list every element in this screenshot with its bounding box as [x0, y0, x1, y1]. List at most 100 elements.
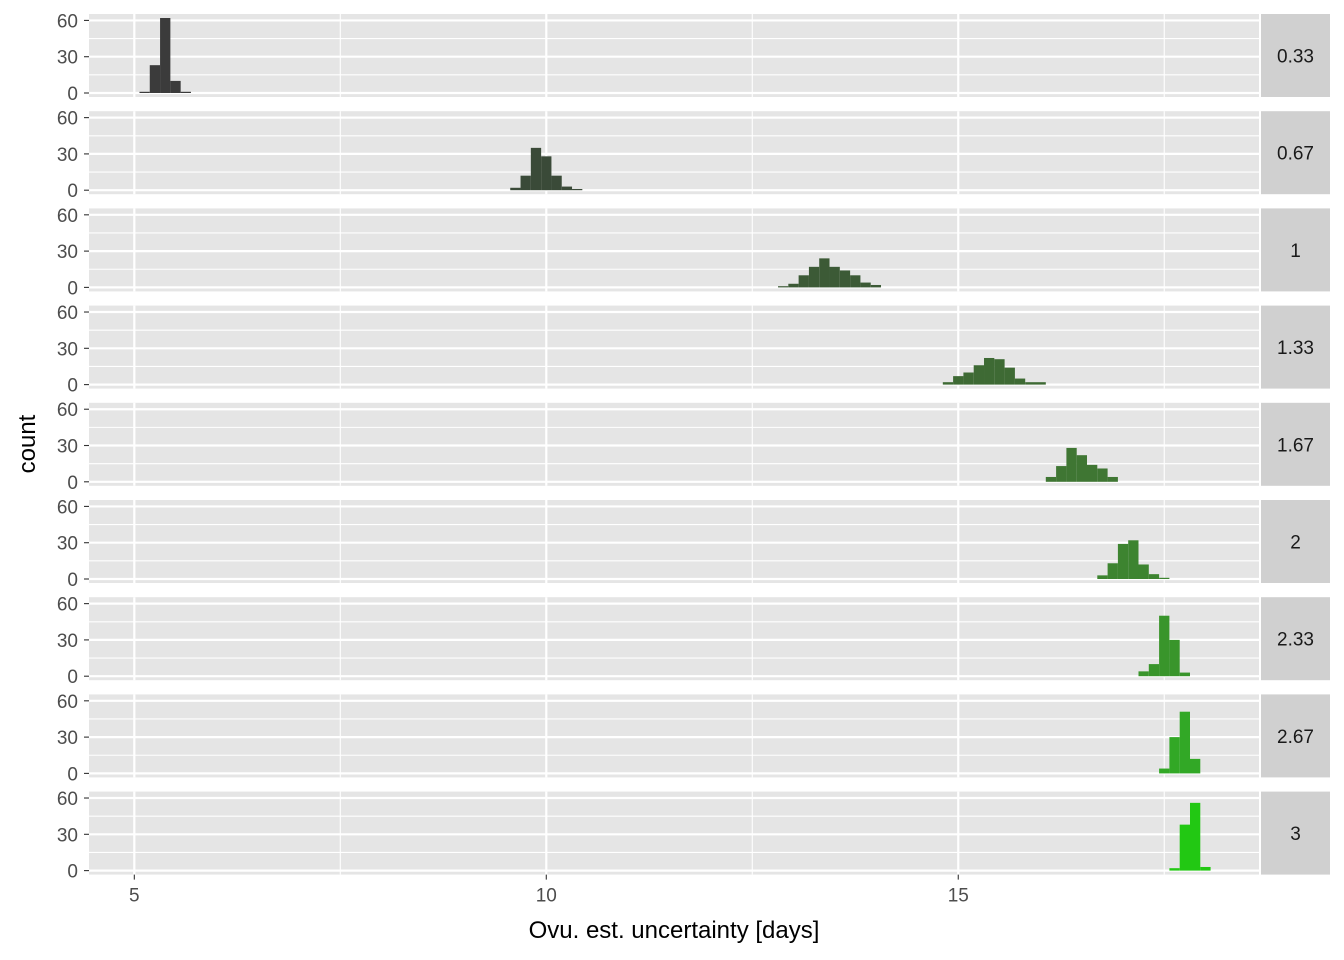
histogram-bar	[1159, 577, 1170, 579]
histogram-bar	[963, 372, 974, 385]
y-tick-label: 0	[67, 376, 78, 397]
y-tick-label: 0	[67, 764, 78, 785]
x-tick-label: 15	[948, 886, 969, 907]
panel-background	[89, 208, 1259, 292]
y-tick-label: 60	[57, 109, 78, 130]
y-tick-label: 30	[57, 825, 78, 846]
y-tick-label: 30	[57, 145, 78, 166]
panel-background	[89, 791, 1259, 875]
panel-background	[89, 14, 1259, 97]
histogram-bar	[530, 147, 542, 191]
y-tick-label: 30	[57, 339, 78, 360]
facet-panel-4: 0 30 60 1.33	[57, 303, 1330, 397]
facet-strip	[1261, 791, 1330, 875]
histogram-bar	[1107, 476, 1118, 482]
facet-panel-3: 0 30 60 1	[57, 206, 1330, 299]
facet-strip	[1261, 597, 1330, 681]
histogram-bar	[1179, 711, 1190, 774]
y-tick-label: 60	[57, 303, 78, 324]
histogram-bar	[1159, 615, 1170, 677]
y-tick-label: 0	[67, 473, 78, 494]
histogram-bar	[798, 275, 809, 288]
x-tick-label: 10	[536, 886, 557, 907]
y-tick-label: 30	[57, 534, 78, 555]
histogram-bar	[778, 286, 789, 288]
facet-panels: 030600.33030600.67030601030601.33030601.…	[57, 11, 1330, 883]
facet-strip-label: 0.33	[1277, 47, 1314, 68]
histogram-bar	[850, 275, 861, 288]
histogram-bar	[180, 91, 191, 93]
histogram-bar	[1148, 664, 1160, 677]
panel-background	[89, 111, 1259, 195]
histogram-bar	[829, 266, 840, 288]
histogram-bar	[520, 175, 531, 191]
histogram-bar	[1117, 543, 1129, 579]
histogram-bar	[839, 270, 851, 288]
histogram-bar	[1138, 564, 1149, 579]
facet-panel-1: 0 30 60 0.33	[57, 11, 1330, 105]
facet-strip-label: 2.67	[1277, 727, 1314, 748]
facet-strip-label: 3	[1290, 824, 1301, 845]
x-tick-label: 5	[129, 886, 140, 907]
histogram-bar	[1025, 382, 1036, 385]
histogram-bar	[860, 282, 871, 288]
histogram-bar	[1014, 378, 1026, 385]
histogram-bar	[1200, 866, 1211, 871]
histogram-bar	[1138, 671, 1149, 677]
histogram-bar	[788, 283, 799, 288]
y-tick-label: 60	[57, 11, 78, 32]
y-tick-label: 0	[67, 862, 78, 883]
histogram-bar	[139, 91, 150, 93]
y-tick-label: 60	[57, 206, 78, 227]
histogram-bar	[1128, 540, 1139, 579]
histogram-bar	[1179, 672, 1190, 677]
y-tick-label: 0	[67, 181, 78, 202]
histogram-bar	[973, 365, 985, 385]
facet-strip	[1261, 305, 1330, 389]
histogram-bar	[1169, 868, 1180, 871]
histogram-bar	[1107, 563, 1118, 579]
facet-strip	[1261, 694, 1330, 778]
facet-panel-6: 0 30 60 2	[57, 497, 1330, 591]
x-axis-title: Ovu. est. uncertainty [days]	[529, 917, 820, 944]
panel-background	[89, 500, 1259, 583]
histogram-bar	[1087, 464, 1098, 482]
histogram-bar	[1045, 476, 1057, 482]
y-tick-label: 60	[57, 400, 78, 421]
y-tick-label: 60	[57, 789, 78, 810]
histogram-bar	[994, 359, 1005, 385]
histogram-bar	[1159, 768, 1170, 774]
facet-strip-label: 1.67	[1277, 435, 1314, 456]
y-tick-label: 0	[67, 667, 78, 688]
facet-panel-2: 0 30 60 0.67	[57, 109, 1330, 202]
facet-strip	[1261, 111, 1330, 195]
histogram-bar	[551, 175, 562, 191]
facet-strip-label: 1	[1290, 241, 1301, 262]
y-tick-label: 30	[57, 631, 78, 652]
histogram-bar	[170, 80, 181, 93]
histogram-bar	[1169, 737, 1180, 774]
facet-panel-7: 0 30 60 2.33	[57, 595, 1330, 688]
facet-panel-8: 0 30 60 2.67	[57, 692, 1330, 785]
y-tick-label: 0	[67, 278, 78, 299]
histogram-bar	[1189, 802, 1201, 871]
y-tick-label: 30	[57, 242, 78, 263]
facet-strip-label: 2	[1290, 533, 1301, 554]
histogram-bar	[1169, 639, 1180, 677]
y-tick-label: 60	[57, 595, 78, 616]
histogram-bar	[1076, 455, 1088, 482]
histogram-bar	[1097, 468, 1108, 482]
facet-strip	[1261, 402, 1330, 486]
histogram-bar	[149, 65, 161, 93]
histogram-bar	[819, 258, 830, 288]
histogram-bar	[984, 357, 995, 385]
facet-strip-label: 2.33	[1277, 630, 1314, 651]
facet-strip	[1261, 500, 1330, 583]
histogram-bar	[1066, 447, 1077, 482]
panel-background	[89, 694, 1259, 778]
histogram-bar	[572, 188, 583, 191]
y-tick-label: 60	[57, 692, 78, 713]
histogram-bar	[1148, 574, 1160, 579]
x-axis: 5 10 15	[129, 874, 969, 907]
